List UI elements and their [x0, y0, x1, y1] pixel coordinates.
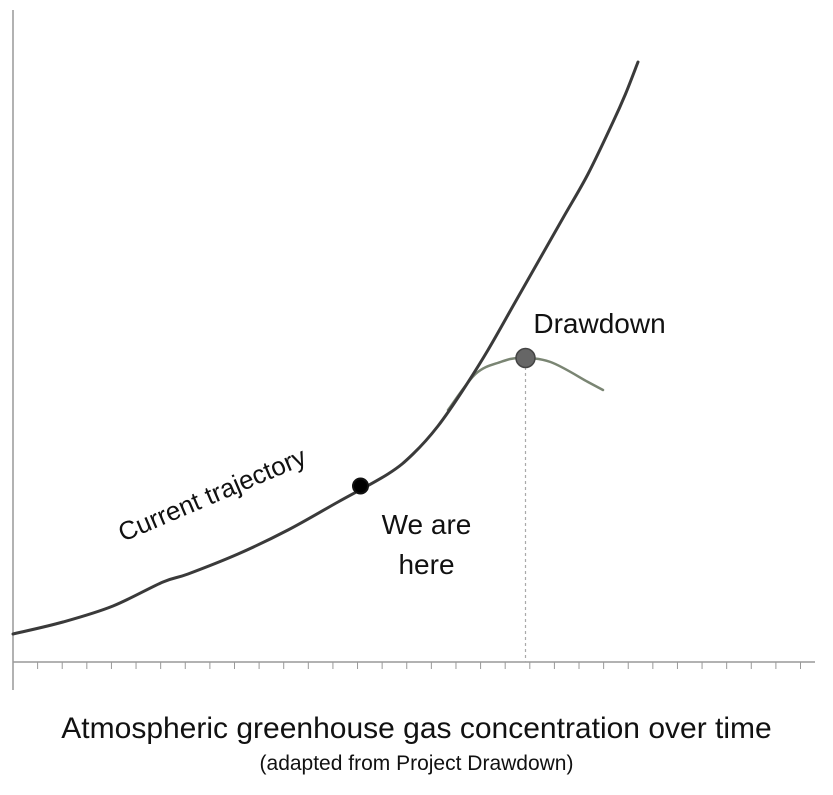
- x-axis-ticks: [12, 662, 801, 669]
- we-are-here-label-line1: We are: [382, 509, 472, 540]
- we-are-here-marker: [352, 477, 369, 495]
- current-trajectory-label: Current trajectory: [114, 441, 311, 547]
- drawdown-label: Drawdown: [533, 308, 665, 339]
- we-are-here-label-line2: here: [398, 549, 454, 580]
- drawdown-marker: [515, 347, 536, 369]
- current-trajectory-line: [11, 60, 640, 636]
- chart-subtitle: (adapted from Project Drawdown): [259, 752, 574, 775]
- chart-title: Atmospheric greenhouse gas concentration…: [61, 712, 772, 745]
